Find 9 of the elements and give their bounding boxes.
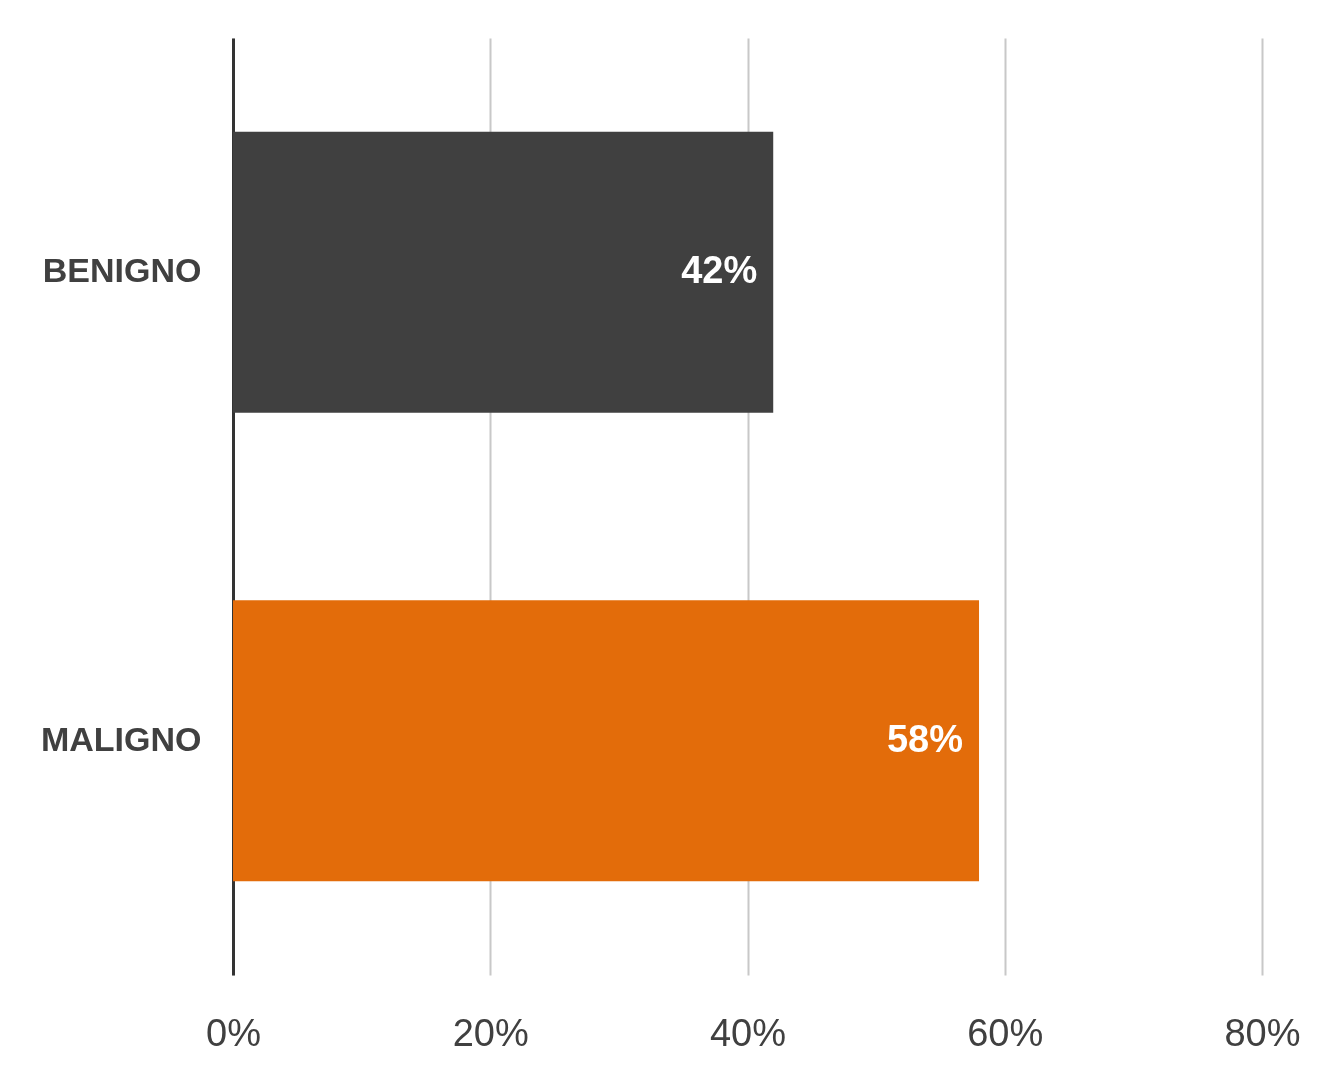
x-tick-label: 20% <box>452 1011 529 1054</box>
x-tick-label: 0% <box>206 1011 261 1054</box>
data-label: 58% <box>886 717 964 760</box>
x-tick-label: 40% <box>709 1011 787 1054</box>
x-tick-label: 60% <box>967 1011 1044 1054</box>
y-tick-label: BENIGNO <box>42 251 202 290</box>
x-tick-label: 80% <box>1224 1011 1301 1054</box>
y-tick-label: MALIGNO <box>40 719 202 758</box>
data-label: 42% <box>681 249 758 292</box>
